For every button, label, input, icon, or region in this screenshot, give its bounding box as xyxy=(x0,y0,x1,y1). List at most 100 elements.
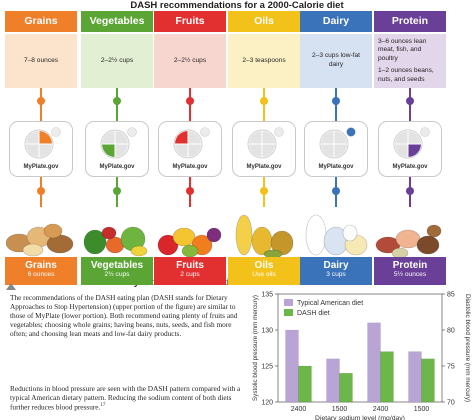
plate-vegetables-segment xyxy=(249,144,262,157)
grains-dash-amount: 7–8 ounces xyxy=(23,56,59,64)
oils-header-label: Oils xyxy=(254,15,274,27)
plate-vegetables-segment xyxy=(321,144,334,157)
protein-myplate-amount: 5½ ounces xyxy=(393,271,427,278)
oils-connector-dot xyxy=(260,97,268,105)
fruits-header-label: Fruits xyxy=(175,15,205,27)
protein-myplate-footer: Protein 5½ ounces xyxy=(374,257,446,285)
legend-swatch xyxy=(284,309,293,316)
food-illustration xyxy=(374,207,446,259)
food-illustration xyxy=(81,207,153,259)
grains-myplate-footer: Grains 6 ounces xyxy=(5,257,77,285)
triangle-icon xyxy=(6,283,16,290)
left-tick-label: 130 xyxy=(261,328,273,335)
legend-label: DASH diet xyxy=(297,310,330,317)
myplate-icon xyxy=(393,127,430,159)
protein-dash-recommendation: 3–6 ounces lean meat, fish, and poultry 1… xyxy=(374,34,446,88)
oils-connector-dot-lower xyxy=(260,187,268,195)
grains-myplate-amount: 6 ounces xyxy=(27,271,55,278)
plate-protein-segment xyxy=(188,144,201,157)
x-tick-label: 2400 xyxy=(291,406,307,413)
plate-grains-segment xyxy=(188,131,201,144)
left-tick-label: 120 xyxy=(261,400,273,407)
plate-grains-segment xyxy=(115,131,128,144)
bar-typical xyxy=(326,358,340,403)
plate-grains-segment xyxy=(39,131,52,144)
plate-fruits-segment xyxy=(102,131,115,144)
legend-swatch xyxy=(284,299,293,306)
bar-dash xyxy=(421,358,435,403)
oils-footer-label: Oils xyxy=(254,260,274,271)
dairy-dash-amount: 2–3 cups low-fat dairy xyxy=(311,52,360,68)
myplate-icon xyxy=(247,127,284,159)
vegetables-myplate-card: MyPlate.gov xyxy=(85,121,149,177)
dairy-dash-recommendation: 2–3 cups low-fat dairy xyxy=(300,34,372,88)
myplate-icon xyxy=(319,127,356,159)
left-tick-label: 125 xyxy=(261,364,273,371)
right-tick-label: 85 xyxy=(447,292,455,299)
vegetables-footer-label: Vegetables xyxy=(90,260,144,271)
myplate-logo-text: MyPlate.gov xyxy=(99,164,135,170)
food-illustration xyxy=(154,207,226,259)
left-axis-label: Systolic blood pressure (mm mercury) xyxy=(252,295,259,401)
bar-typical xyxy=(285,329,299,403)
plate-fruits-segment xyxy=(395,131,408,144)
bar-dash xyxy=(380,351,394,403)
x-axis-label: Dietary sodium level (mg/day) xyxy=(315,415,405,420)
plate-fruits-segment xyxy=(175,131,188,144)
myplate-logo-text: MyPlate.gov xyxy=(318,164,354,170)
plate-grains-segment xyxy=(262,131,275,144)
plate-fruits-segment xyxy=(321,131,334,144)
blood-pressure-chart: 120 125 130 135 70 75 80 85 2400 1500 2400 1500 Diet… xyxy=(252,292,471,420)
protein-header-label: Protein xyxy=(391,15,429,27)
fruits-dash-amount: 2–2½ cups xyxy=(173,56,207,64)
fruits-dash-recommendation: 2–2½ cups xyxy=(154,34,226,88)
bar-typical xyxy=(408,351,422,403)
right-tick-label: 75 xyxy=(447,364,455,371)
protein-connector-dot-lower xyxy=(406,187,414,195)
caption-paragraph-2: Reductions in blood pressure are seen wi… xyxy=(10,384,245,412)
fruits-food-photo xyxy=(154,207,226,259)
fruits-myplate-amount: 2 cups xyxy=(180,271,200,278)
x-tick-label: 1500 xyxy=(414,406,430,413)
grains-connector-dot xyxy=(37,97,45,105)
grains-header: Grains xyxy=(5,11,77,32)
plate-grains-segment xyxy=(334,131,347,144)
caption-paragraph-2-text: Reductions in blood pressure are seen wi… xyxy=(10,384,241,412)
vegetables-myplate-amount: 2½ cups xyxy=(104,271,130,278)
vegetables-myplate-footer: Vegetables 2½ cups xyxy=(81,257,153,285)
myplate-icon xyxy=(24,127,61,159)
fruits-myplate-footer: Fruits 2 cups xyxy=(154,257,226,285)
right-tick-label: 70 xyxy=(447,400,455,407)
fruits-connector-dot-lower xyxy=(186,187,194,195)
plate-vegetables-segment xyxy=(395,144,408,157)
plate-protein-segment xyxy=(262,144,275,157)
food-illustration xyxy=(300,207,372,259)
myplate-logo-text: MyPlate.gov xyxy=(23,164,59,170)
x-tick-label: 2400 xyxy=(373,406,389,413)
oils-header: Oils xyxy=(228,11,300,32)
oils-dash-recommendation: 2–3 teaspoons xyxy=(228,34,300,88)
plate-protein-segment xyxy=(334,144,347,157)
column-grains: Grains 7–8 ounces MyPlate.gov Grains 6 ounce… xyxy=(5,11,77,285)
plate-vegetables-segment xyxy=(26,144,39,157)
plate-protein-segment xyxy=(408,144,421,157)
plate-dairy-cup xyxy=(127,127,137,137)
x-tick-label: 1500 xyxy=(332,406,348,413)
dairy-myplate-footer: Dairy 3 cups xyxy=(300,257,372,285)
grains-connector-dot-lower xyxy=(37,187,45,195)
dairy-footer-label: Dairy xyxy=(323,260,349,271)
fruits-footer-label: Fruits xyxy=(176,260,204,271)
right-tick-label: 80 xyxy=(447,328,455,335)
oils-myplate-amount: Use oils xyxy=(252,271,276,278)
grains-myplate-card: MyPlate.gov xyxy=(9,121,73,177)
bar-dash xyxy=(298,365,312,403)
vegetables-header-label: Vegetables xyxy=(89,15,145,27)
protein-connector-dot xyxy=(406,97,414,105)
vegetables-header: Vegetables xyxy=(81,11,153,32)
plate-dairy-cup xyxy=(274,127,284,137)
vegetables-food-photo xyxy=(81,207,153,259)
vegetables-connector-dot xyxy=(113,97,121,105)
fruits-header: Fruits xyxy=(154,11,226,32)
dairy-myplate-card: MyPlate.gov xyxy=(304,121,368,177)
left-tick-label: 135 xyxy=(261,292,273,299)
